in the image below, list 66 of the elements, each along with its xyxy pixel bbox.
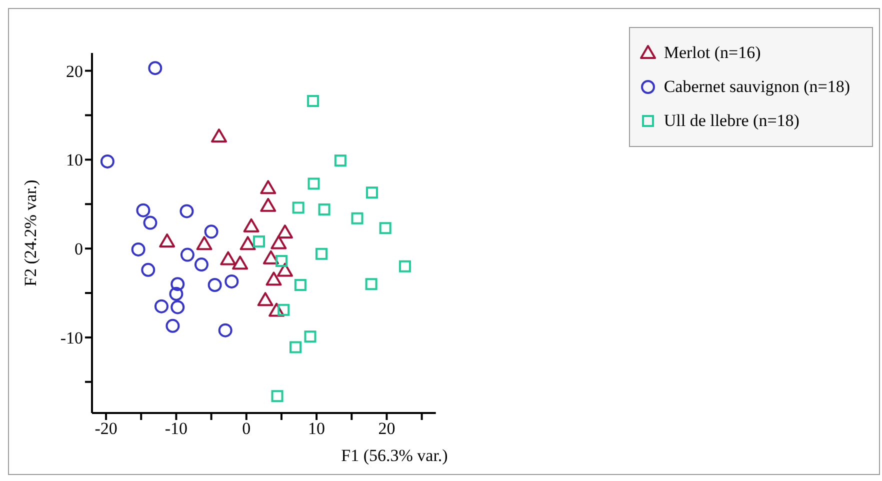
point	[131, 242, 146, 256]
point	[243, 218, 260, 232]
x-tick-label: -20	[94, 419, 118, 438]
point	[308, 178, 320, 190]
point	[379, 222, 392, 234]
y-tick-label: 20	[66, 62, 83, 81]
point	[276, 224, 293, 239]
y-axis-title: F2 (24.2% var.)	[21, 180, 40, 286]
point	[224, 274, 239, 288]
point	[170, 300, 185, 314]
point	[100, 154, 114, 168]
point	[211, 128, 228, 143]
point	[220, 251, 236, 266]
x-tick-label: -10	[164, 419, 188, 438]
legend-label: Ull de llebre (n=18)	[664, 111, 800, 131]
point	[304, 330, 316, 343]
x-axis-title: F1 (56.3% var.)	[341, 446, 448, 465]
point	[208, 278, 222, 292]
point	[260, 180, 276, 194]
point	[159, 233, 176, 248]
x-tick-label: 0	[242, 419, 251, 438]
point	[276, 262, 293, 277]
legend-label: Merlot (n=16)	[664, 43, 761, 63]
point	[180, 204, 194, 218]
y-tick-label: -10	[60, 328, 83, 348]
point	[204, 224, 218, 239]
point	[351, 212, 364, 224]
point	[318, 203, 330, 216]
point	[292, 202, 304, 214]
x-tick-label: 20	[378, 419, 396, 438]
point	[260, 198, 276, 212]
x-tick-label: 10	[308, 419, 326, 438]
point	[143, 216, 158, 230]
point	[232, 256, 248, 270]
point	[271, 390, 284, 402]
point	[240, 236, 256, 250]
y-tick-label: 0	[74, 240, 83, 259]
point	[180, 248, 194, 262]
point	[257, 292, 274, 306]
point	[154, 299, 168, 314]
point	[268, 302, 285, 317]
y-tick-label: 10	[66, 150, 83, 170]
point	[365, 278, 378, 290]
point	[307, 95, 320, 107]
point	[270, 235, 287, 250]
point	[170, 277, 185, 292]
legend-label: Cabernet sauvignon (n=18)	[664, 77, 850, 97]
point	[266, 272, 282, 286]
point	[169, 286, 184, 301]
point	[194, 258, 208, 272]
point	[315, 248, 328, 260]
point	[166, 318, 180, 333]
point	[253, 235, 266, 248]
point	[294, 279, 306, 291]
point	[275, 255, 288, 267]
point	[398, 260, 411, 272]
point	[136, 203, 150, 218]
point	[141, 262, 156, 277]
point	[218, 323, 232, 338]
point	[148, 61, 162, 76]
point	[196, 236, 212, 250]
point	[366, 186, 378, 199]
point	[334, 154, 346, 167]
point	[278, 304, 290, 316]
point	[262, 250, 279, 264]
point	[290, 341, 302, 354]
